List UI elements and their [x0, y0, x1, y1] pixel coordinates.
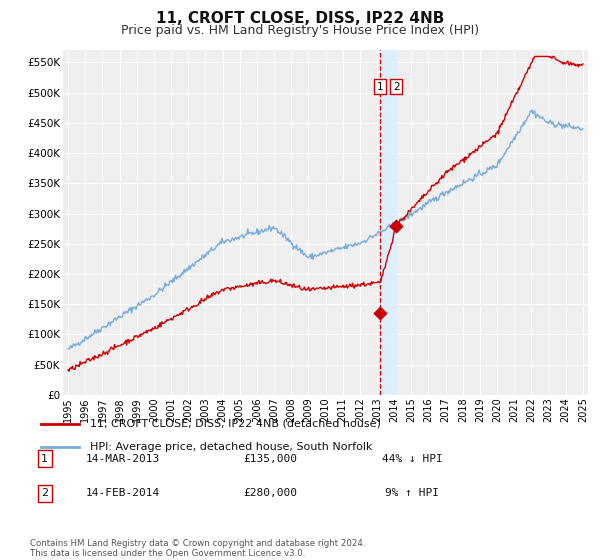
Text: 14-MAR-2013: 14-MAR-2013: [86, 454, 160, 464]
Text: 11, CROFT CLOSE, DISS, IP22 4NB: 11, CROFT CLOSE, DISS, IP22 4NB: [156, 11, 444, 26]
Point: [391, 221, 401, 230]
Text: 2: 2: [41, 488, 49, 498]
Text: 44% ↓ HPI: 44% ↓ HPI: [382, 454, 443, 464]
Text: £280,000: £280,000: [243, 488, 297, 498]
Text: 14-FEB-2014: 14-FEB-2014: [86, 488, 160, 498]
Text: £135,000: £135,000: [243, 454, 297, 464]
Text: Contains HM Land Registry data © Crown copyright and database right 2024.
This d: Contains HM Land Registry data © Crown c…: [30, 539, 365, 558]
Text: 11, CROFT CLOSE, DISS, IP22 4NB (detached house): 11, CROFT CLOSE, DISS, IP22 4NB (detache…: [90, 419, 381, 429]
Text: Price paid vs. HM Land Registry's House Price Index (HPI): Price paid vs. HM Land Registry's House …: [121, 24, 479, 36]
Text: 2: 2: [393, 82, 400, 92]
Text: 1: 1: [41, 454, 48, 464]
Text: HPI: Average price, detached house, South Norfolk: HPI: Average price, detached house, Sout…: [90, 442, 373, 452]
Bar: [380, 50, 396, 395]
Point: [376, 309, 385, 318]
Text: 1: 1: [377, 82, 384, 92]
Text: 9% ↑ HPI: 9% ↑ HPI: [385, 488, 439, 498]
